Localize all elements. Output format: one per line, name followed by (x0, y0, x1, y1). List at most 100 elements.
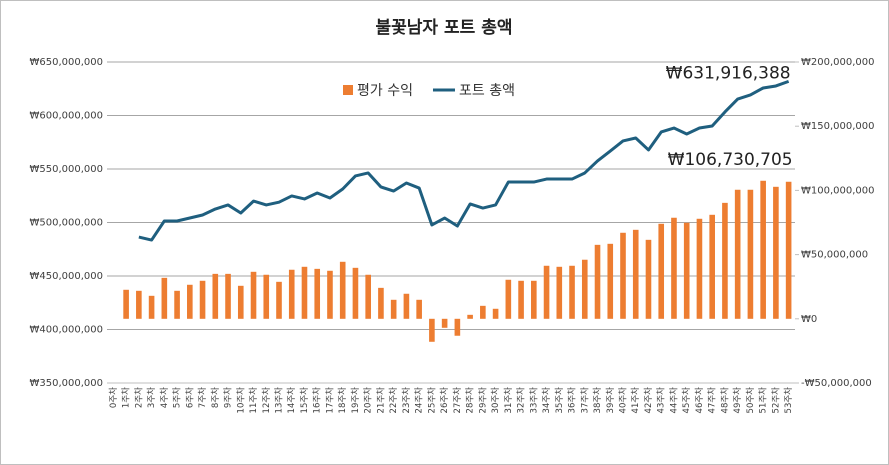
x-tick-label: 48주차 (720, 387, 730, 414)
bar (505, 279, 512, 319)
y2-tick-label: ₩200,000,000 (801, 57, 875, 68)
x-tick-label: 40주차 (619, 387, 629, 414)
bar (225, 273, 231, 319)
bar (773, 186, 779, 319)
x-tick-label: 21주차 (376, 387, 386, 414)
x-tick-label: 24주차 (415, 387, 425, 414)
bar (199, 280, 206, 319)
x-tick-label: 13주차 (275, 387, 285, 414)
y2-tick-label: -₩50,000,000 (801, 378, 872, 389)
bar (327, 270, 333, 319)
x-tick-label: 35주차 (555, 387, 565, 414)
bar (492, 308, 499, 319)
x-tick-label: 32주차 (517, 387, 527, 414)
y-tick-label: ₩500,000,000 (29, 218, 103, 229)
bar (390, 299, 397, 319)
bar (416, 299, 422, 319)
x-tick-label: 4주차 (160, 387, 170, 408)
x-tick-label: 19주차 (351, 387, 361, 414)
x-tick-label: 30주차 (491, 387, 501, 414)
bar (301, 266, 308, 319)
bar (454, 318, 461, 336)
bar (785, 181, 792, 319)
bar (429, 318, 435, 342)
bar (543, 265, 550, 319)
legend-label: 평가 수익 (357, 83, 413, 99)
x-tick-label: 44주차 (669, 387, 679, 414)
x-tick-label: 47주차 (708, 387, 718, 414)
x-tick-label: 50주차 (746, 387, 756, 414)
x-tick-label: 10주차 (236, 387, 246, 414)
x-tick-label: 29주차 (478, 387, 488, 414)
x-tick-label: 28주차 (466, 387, 476, 414)
x-tick-label: 18주차 (338, 387, 348, 414)
bar (645, 239, 652, 319)
x-tick-label: 41주차 (631, 387, 641, 414)
y-tick-label: ₩350,000,000 (29, 378, 103, 389)
bar (760, 180, 766, 319)
x-tick-label: 8주차 (211, 387, 221, 408)
x-tick-label: 14주차 (287, 387, 297, 414)
x-tick-label: 0주차 (109, 387, 119, 408)
bar (441, 318, 448, 328)
x-tick-label: 42주차 (644, 387, 654, 414)
x-tick-label: 17주차 (325, 387, 335, 414)
bar (581, 259, 588, 319)
y2-tick-label: ₩0 (801, 314, 817, 325)
bar (747, 189, 754, 319)
bar (671, 217, 677, 319)
x-tick-label: 25주차 (427, 387, 437, 414)
x-tick-label: 43주차 (657, 387, 667, 414)
x-tick-label: 12주차 (262, 387, 272, 414)
bar (339, 261, 346, 319)
bar (709, 214, 715, 319)
line (138, 79, 790, 242)
bar (531, 280, 537, 319)
x-tick-label: 52주차 (771, 387, 781, 414)
x-tick-label: 31주차 (504, 387, 514, 414)
x-tick-label: 6주차 (185, 387, 195, 408)
bar (480, 305, 486, 319)
bar (632, 229, 639, 319)
y-tick-label: ₩400,000,000 (29, 325, 103, 336)
bar (276, 281, 282, 319)
bar (607, 243, 614, 319)
bar (734, 189, 741, 319)
x-tick-label: 49주차 (733, 387, 743, 414)
bar (288, 269, 295, 319)
bar (696, 218, 703, 319)
x-tick-label: 16주차 (313, 387, 323, 414)
bar (620, 232, 626, 319)
x-tick-label: 53주차 (784, 387, 794, 414)
x-tick-label: 2주차 (134, 387, 144, 408)
x-tick-label: 46주차 (695, 387, 705, 414)
bar (250, 271, 257, 319)
legend-swatch (343, 85, 353, 95)
x-tick-label: 34주차 (542, 387, 552, 414)
x-tick-label: 26주차 (440, 387, 450, 414)
bar (556, 266, 563, 319)
bar (136, 290, 142, 319)
x-tick-label: 38주차 (593, 387, 603, 414)
bar (594, 244, 601, 319)
bar (161, 277, 168, 319)
x-tick-label: 37주차 (580, 387, 590, 414)
x-tick-label: 36주차 (568, 387, 578, 414)
bar (722, 202, 728, 319)
bar (237, 285, 244, 319)
y-tick-label: ₩450,000,000 (29, 271, 103, 282)
x-tick-label: 39주차 (606, 387, 616, 414)
x-tick-label: 3주차 (147, 387, 157, 408)
bar (658, 223, 665, 319)
chart-title: 불꽃남자 포트 총액 (376, 18, 513, 38)
x-tick-label: 11주차 (249, 387, 259, 414)
x-tick-label: 45주차 (682, 387, 692, 414)
x-tick-label: 23주차 (402, 387, 412, 414)
bar (352, 267, 359, 319)
y2-tick-label: ₩100,000,000 (801, 185, 875, 196)
bar (314, 268, 321, 319)
value-label: ₩631,916,388 (666, 63, 791, 83)
